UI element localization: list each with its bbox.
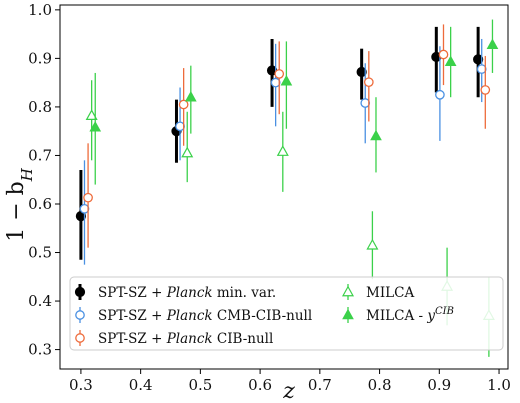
y-tick-label: 0.7 <box>28 146 52 164</box>
data-point <box>363 77 374 88</box>
y-axis-label-sub: H <box>18 167 36 182</box>
data-point <box>370 129 382 141</box>
legend-label-part: CIB-null <box>213 331 274 347</box>
series-2 <box>83 24 491 248</box>
data-point <box>473 54 484 65</box>
data-point <box>89 121 102 132</box>
data-point <box>181 146 194 158</box>
data-point <box>178 99 189 110</box>
x-tick-label: 0.5 <box>188 376 212 394</box>
y-tick-label: 0.5 <box>28 244 52 262</box>
data-point <box>356 66 367 78</box>
legend-marker <box>342 308 354 320</box>
y-tick-label: 0.8 <box>28 98 52 116</box>
data-point <box>486 38 499 50</box>
legend-label: MILCA - yCIB <box>366 306 454 324</box>
legend-label: SPT-SZ + Planck CIB-null <box>98 331 273 347</box>
data-point <box>366 238 379 250</box>
legend-label-part: MILCA - <box>366 308 427 324</box>
legend-label-part: SPT-SZ + <box>98 331 167 347</box>
legend-label: SPT-SZ + Planck CMB-CIB-null <box>98 308 312 324</box>
legend-label: SPT-SZ + Planck min. var. <box>98 285 276 301</box>
legend-label-part: MILCA <box>366 285 414 301</box>
legend-box <box>69 276 504 351</box>
x-tick-label: 0.8 <box>368 376 392 394</box>
x-tick-label: 0.4 <box>129 376 153 394</box>
data-point <box>184 90 197 102</box>
data-point <box>444 55 457 67</box>
legend-marker <box>341 285 355 297</box>
y-axis-label-main: 1 − b <box>4 181 29 242</box>
legend-marker <box>75 333 85 343</box>
legend-label-part: CMB-CIB-null <box>213 308 313 324</box>
legend-label-part: Planck <box>166 331 213 347</box>
series-0 <box>75 26 484 260</box>
x-tick-label: 0.9 <box>427 376 451 394</box>
legend-label-part: min. var. <box>213 285 277 301</box>
y-tick-label: 0.9 <box>28 49 52 67</box>
legend-label-part: Planck <box>166 285 213 301</box>
data-point <box>83 192 93 203</box>
y-tick-label: 0.4 <box>28 292 52 310</box>
y-tick-label: 0.3 <box>28 341 52 359</box>
data-point <box>274 69 285 79</box>
data-point <box>480 85 491 95</box>
x-tick-label: 0.3 <box>69 376 93 394</box>
data-point <box>438 49 449 60</box>
data-point <box>276 145 289 156</box>
y-tick-label: 1.0 <box>28 1 52 19</box>
data-point <box>435 89 445 100</box>
legend-marker <box>74 286 86 298</box>
series-1 <box>79 38 487 265</box>
data-point <box>85 109 98 121</box>
plot-frame <box>59 4 509 370</box>
legend-label-part: y <box>426 308 435 324</box>
legend-label: MILCA <box>366 285 414 301</box>
axis-ticks: 0.3 0.4 0.5 0.6 0.7 0.8 0.9 1.0 0.3 0.4 0.5 0.6 0.7 0… <box>28 1 511 394</box>
x-tick-label: 0.6 <box>248 376 272 394</box>
y-axis-label: 1 − bH <box>4 167 36 242</box>
legend-label-part: CIB <box>435 306 454 317</box>
legend-label-part: Planck <box>166 308 213 324</box>
legend-label-part: SPT-SZ + <box>98 308 167 324</box>
x-axis-label: z <box>282 379 295 403</box>
legend-label-part: SPT-SZ + <box>98 285 167 301</box>
x-tick-label: 0.7 <box>308 376 332 394</box>
legend-marker <box>75 310 85 320</box>
y-tick-label: 0.6 <box>28 195 52 213</box>
x-tick-label: 1.0 <box>487 376 511 394</box>
series-4 <box>89 19 499 185</box>
data-point <box>280 74 293 86</box>
legend: SPT-SZ + Planck min. var.SPT-SZ + Planck… <box>69 276 504 351</box>
